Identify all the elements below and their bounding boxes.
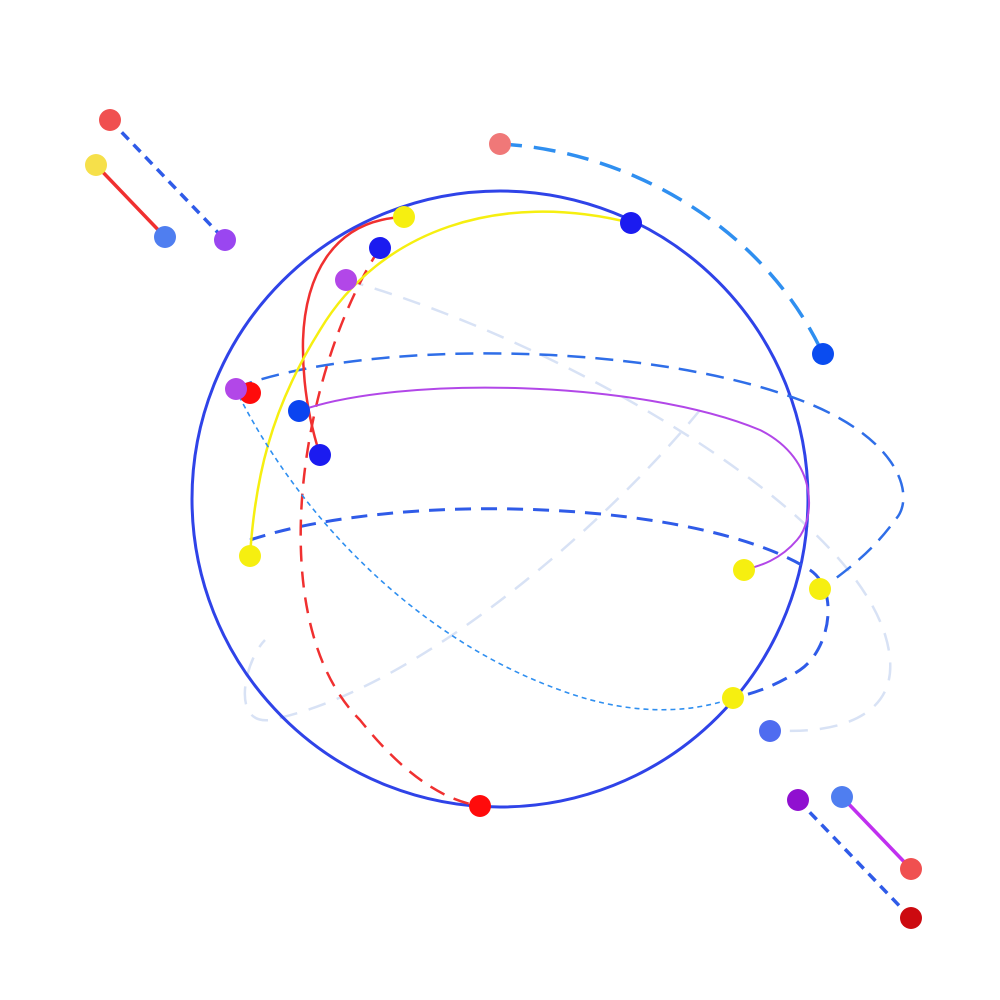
node-violet-corner-top — [214, 229, 236, 251]
sky-dotted-arc — [234, 387, 734, 711]
node-salmon-corner-bottom — [900, 858, 922, 880]
corner-edges — [94, 118, 913, 920]
node-blue-corner-bottom — [831, 786, 853, 808]
bottom-right-dashed-edge — [796, 798, 913, 920]
top-left-dashed-edge — [108, 118, 227, 242]
node-royal-lower-left — [309, 444, 331, 466]
sphere-outline — [190, 189, 810, 809]
bottom-right-purple-edge — [840, 795, 913, 871]
node-yellow-left — [239, 545, 261, 567]
nodes — [85, 109, 922, 929]
node-darkred-corner-bottom — [900, 907, 922, 929]
top-right-dashed-arc — [499, 142, 825, 355]
node-red-bottom — [469, 795, 491, 817]
node-periwinkle-lower-right — [759, 720, 781, 742]
arcs — [234, 142, 905, 808]
node-blue-corner-top — [154, 226, 176, 248]
node-yellow-right-outer — [809, 578, 831, 600]
top-left-red-edge — [94, 163, 167, 239]
yellow-solid-arc — [248, 210, 632, 557]
node-yellow-lower-right — [722, 687, 744, 709]
node-salmon-top — [489, 133, 511, 155]
node-purple-left — [225, 378, 247, 400]
pale-arc-2 — [243, 409, 701, 722]
node-blue-left — [288, 400, 310, 422]
node-yellow-right-inner — [733, 559, 755, 581]
node-blue-right — [812, 343, 834, 365]
back-arcs — [243, 278, 892, 733]
node-yellow-corner-top — [85, 154, 107, 176]
node-salmon-corner-top — [99, 109, 121, 131]
pale-arc-1 — [345, 278, 892, 733]
red-dashed-arc — [299, 247, 481, 808]
node-royal-top-right — [620, 212, 642, 234]
node-yellow-top — [393, 206, 415, 228]
node-purple-top — [335, 269, 357, 291]
dashed-blue-equator-upper — [234, 352, 905, 592]
purple-solid-arc — [298, 386, 811, 571]
node-violet-corner-bottom — [787, 789, 809, 811]
node-royal-top — [369, 237, 391, 259]
red-solid-arc — [301, 215, 405, 456]
